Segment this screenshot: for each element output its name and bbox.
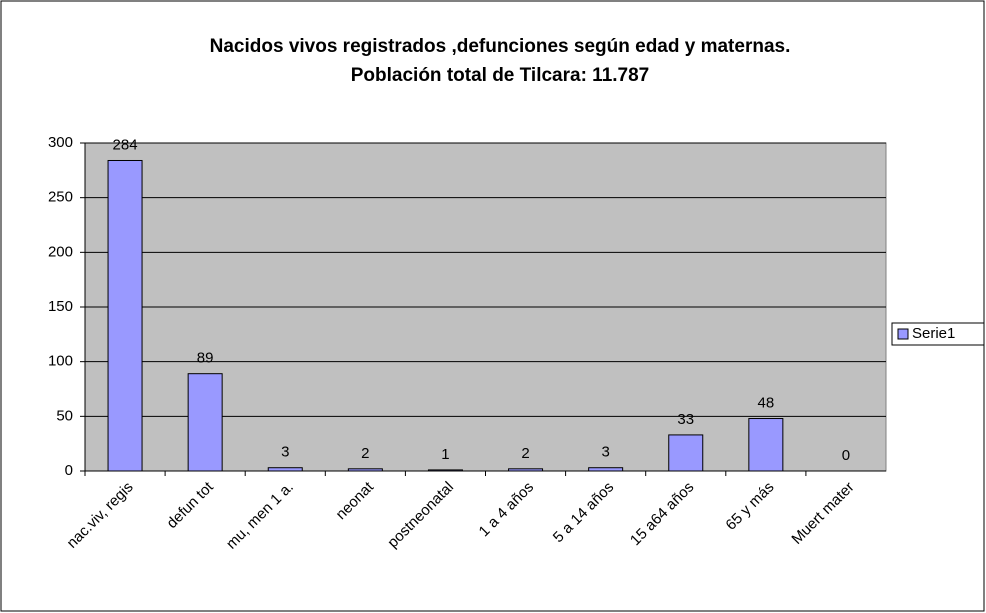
- bar: [668, 434, 704, 472]
- chart-subtitle: Población total de Tilcara: 11.787: [351, 65, 650, 86]
- legend-label: Serie1: [912, 325, 955, 342]
- bar: [267, 467, 303, 472]
- y-tick-label: 250: [48, 189, 73, 206]
- chart-title: Nacidos vivos registrados ,defunciones s…: [210, 36, 791, 57]
- data-label: 33: [677, 411, 694, 428]
- bar: [588, 467, 624, 472]
- y-tick-label: 150: [48, 298, 73, 315]
- y-tick-label: 0: [65, 462, 73, 479]
- bar: [347, 468, 383, 472]
- y-tick-label: 300: [48, 134, 73, 151]
- y-tick-label: 100: [48, 353, 73, 370]
- y-tick-label: 200: [48, 243, 73, 260]
- data-label: 89: [197, 350, 214, 367]
- bar: [748, 418, 784, 472]
- data-label: 1: [441, 446, 449, 463]
- y-tick-label: 50: [56, 407, 73, 424]
- data-label: 3: [281, 444, 289, 461]
- legend-box: [891, 322, 985, 346]
- data-label: 3: [601, 444, 609, 461]
- bar: [427, 469, 463, 472]
- data-label: 0: [842, 447, 850, 464]
- data-label: 48: [758, 394, 775, 411]
- data-label: 2: [521, 445, 529, 462]
- data-label: 2: [361, 445, 369, 462]
- data-label: 284: [113, 136, 138, 153]
- legend-swatch: [897, 328, 909, 340]
- bar: [508, 468, 544, 472]
- bar: [187, 373, 223, 472]
- bar: [107, 159, 143, 472]
